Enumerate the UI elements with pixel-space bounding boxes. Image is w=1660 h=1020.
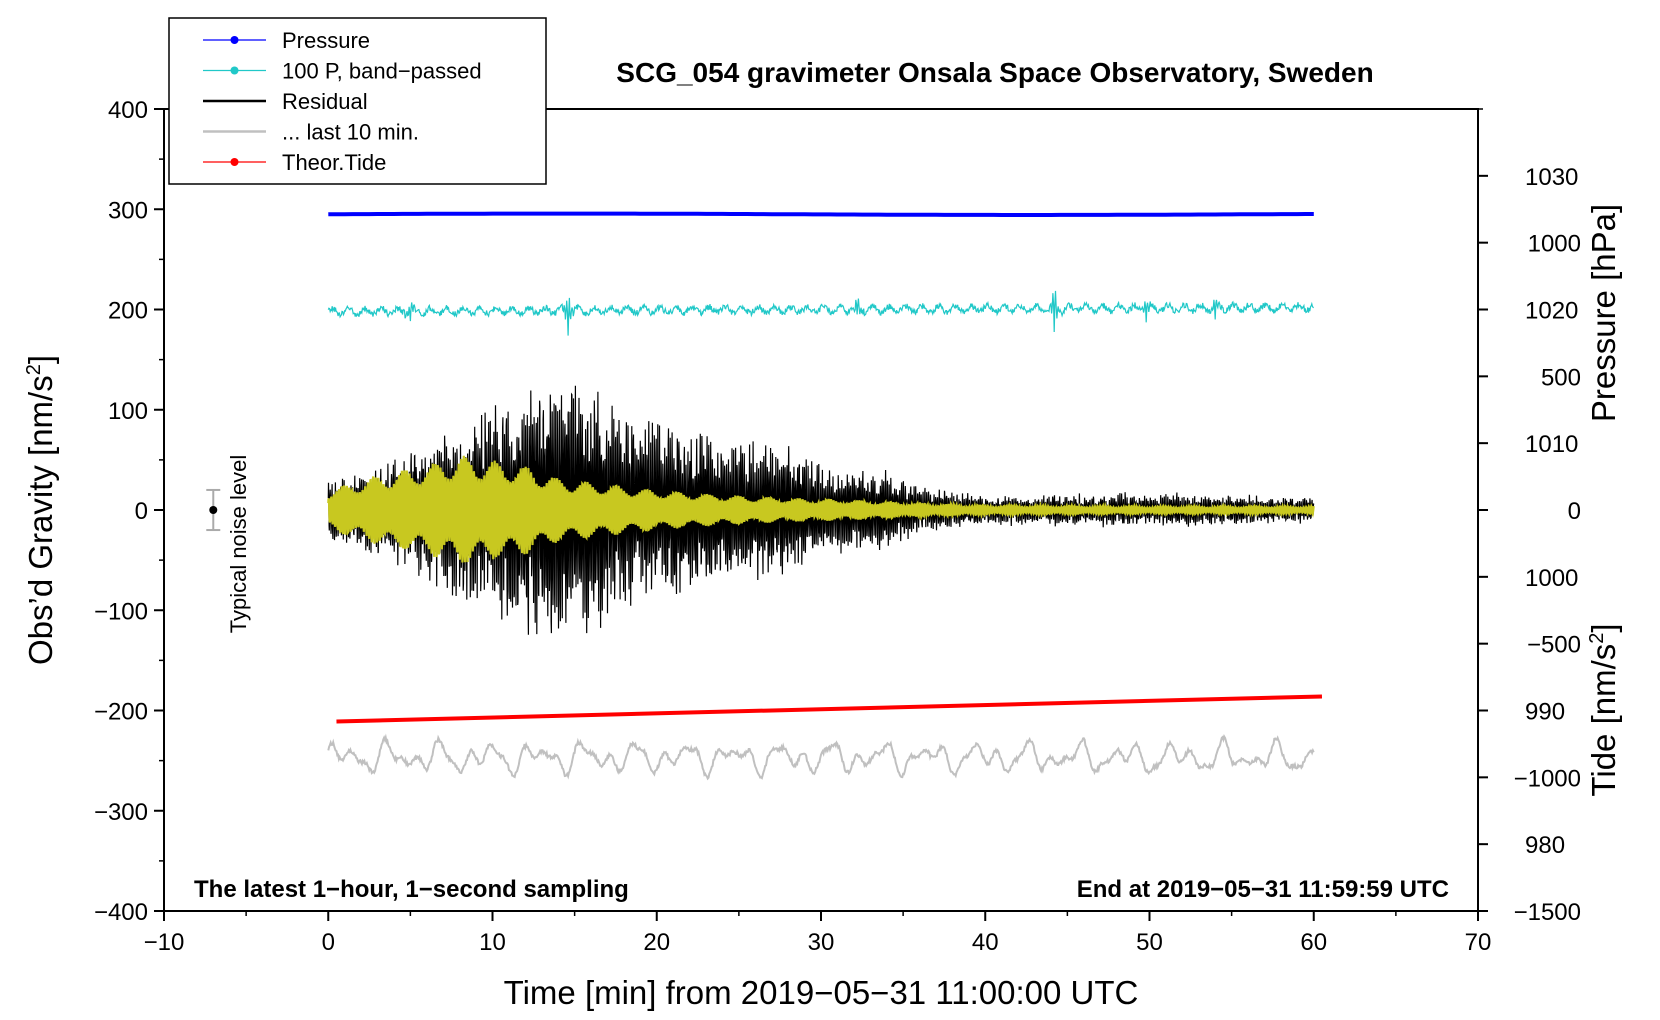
y-tick-label: 100 [108,398,148,425]
y-axis-label-tide-end: ] [1585,623,1622,632]
y-tick-label: −100 [94,598,148,625]
legend-label: Pressure [282,28,370,53]
annotation-left: The latest 1−hour, 1−second sampling [194,876,629,903]
series-last-10-min [327,733,1315,781]
series-layer [327,211,1323,781]
x-tick-label: 20 [643,929,670,956]
pressure-tick-label: 1000 [1525,565,1578,592]
y-tick-label: −300 [94,799,148,826]
tide-tick-label: −500 [1527,632,1581,659]
tide-tick-label: −1500 [1514,899,1581,926]
chart-title: SCG_054 gravimeter Onsala Space Observat… [616,57,1373,88]
y-axis-label-left-end: ] [22,355,59,364]
y-tick-label: −400 [94,899,148,926]
x-tick-label: 60 [1300,929,1327,956]
ticks-layer: −10 0 10 20 30 40 50 60 704003002001000−100−200−… [94,97,1581,956]
y-axis-label-left: Obs’d Gravity [nm/s2] [22,355,59,665]
series-theoretical-tide [336,694,1323,724]
y-axis-label-left-main: Obs’d Gravity [nm/s [22,375,59,665]
noise-level-indicator: Typical noise level [206,455,251,634]
y-tick-label: 200 [108,298,148,325]
pressure-tick-label: 1010 [1525,431,1578,458]
x-tick-label: 50 [1136,929,1163,956]
series-pressure [328,211,1314,217]
tide-tick-label: 1000 [1528,231,1581,258]
y-tick-label: 400 [108,97,148,124]
legend-label: Residual [282,89,368,114]
tide-tick-label: −1000 [1514,765,1581,792]
y-tick-label: 0 [135,498,148,525]
x-tick-label: 10 [479,929,506,956]
x-tick-label: 40 [972,929,999,956]
tide-tick-label: 0 [1568,498,1581,525]
legend-marker [230,36,239,44]
y-axis-label-pressure: Pressure [hPa] [1585,204,1622,422]
x-tick-label: −10 [144,929,185,956]
noise-level-dot [209,506,218,514]
pressure-tick-label: 1020 [1525,298,1578,325]
noise-level-label: Typical noise level [226,455,251,634]
pressure-tick-label: 990 [1525,699,1565,726]
legend-marker [230,158,239,166]
pressure-tick-label: 1030 [1525,164,1578,191]
series-residual-band-passed [327,455,1315,563]
annotation-right: End at 2019−05−31 11:59:59 UTC [1077,876,1449,903]
series-band-passed-pressure [327,290,1314,336]
legend: Pressure 100 P, band−passed Residual ... la… [168,17,547,185]
y-axis-label-tide: Tide [nm/s2] [1585,623,1622,796]
legend-label: ... last 10 min. [282,120,419,145]
x-tick-label: 70 [1465,929,1492,956]
x-axis-label: Time [min] from 2019−05−31 11:00:00 UTC [504,974,1139,1011]
y-tick-label: −200 [94,699,148,726]
x-tick-label: 0 [322,929,335,956]
legend-marker [230,66,239,75]
x-tick-label: 30 [808,929,835,956]
y-axis-label-tide-superscript: 2 [1586,633,1608,644]
y-axis-label-tide-main: Tide [nm/s [1585,644,1622,797]
tide-tick-label: 500 [1541,364,1581,391]
legend-label: 100 P, band−passed [282,59,482,84]
legend-label: Theor.Tide [282,150,386,175]
y-axis-label-left-superscript: 2 [23,364,45,375]
y-tick-label: 300 [108,197,148,224]
pressure-tick-label: 980 [1525,832,1565,859]
